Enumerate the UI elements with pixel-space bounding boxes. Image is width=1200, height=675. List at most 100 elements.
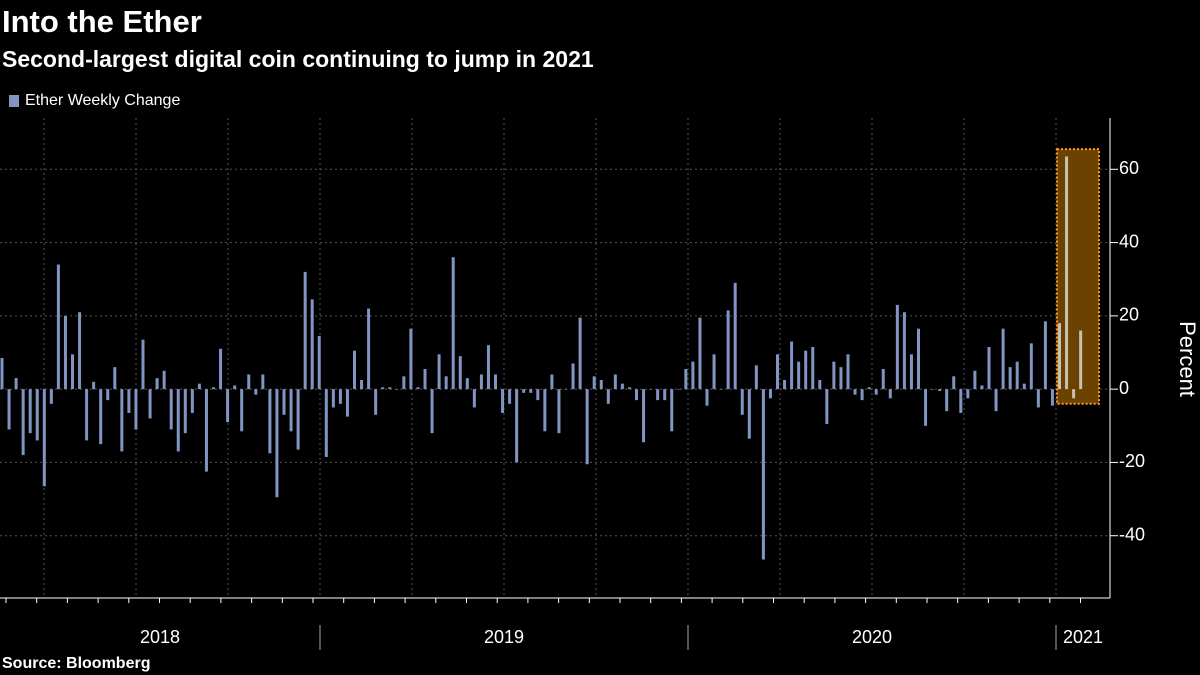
bar — [331, 389, 335, 408]
bar — [790, 341, 794, 390]
bar — [338, 389, 342, 404]
bar — [747, 389, 751, 439]
bar — [656, 389, 660, 401]
bar — [430, 389, 434, 434]
bar — [853, 389, 857, 395]
bar — [952, 376, 956, 390]
bar — [240, 389, 244, 432]
bar — [1058, 323, 1061, 390]
bar — [754, 365, 758, 390]
bar — [909, 354, 913, 390]
bar — [155, 378, 159, 390]
bar — [670, 389, 674, 432]
highlight-box — [1056, 148, 1100, 405]
bar — [1036, 389, 1040, 408]
bar — [627, 387, 631, 390]
bar — [649, 389, 653, 390]
bar — [353, 350, 356, 390]
bar — [494, 374, 497, 390]
bar — [529, 389, 533, 393]
bar — [867, 387, 871, 390]
bar — [219, 348, 223, 390]
bar — [226, 389, 230, 423]
bar — [825, 389, 829, 424]
bar — [1001, 328, 1005, 390]
bar — [141, 339, 145, 390]
bar — [247, 374, 251, 390]
bar — [557, 389, 561, 434]
bar — [233, 385, 237, 390]
bar — [458, 356, 462, 390]
bar — [980, 385, 984, 390]
bar — [973, 370, 977, 390]
bar — [381, 387, 385, 390]
bar — [592, 376, 596, 390]
bar — [804, 350, 808, 390]
bar — [134, 389, 138, 430]
bar — [620, 383, 624, 390]
y-tick-label: 40 — [1119, 231, 1139, 251]
bar — [423, 368, 427, 390]
bar — [987, 347, 991, 390]
bar — [49, 389, 53, 404]
bar — [402, 376, 406, 390]
bar — [324, 389, 328, 457]
bar — [797, 361, 801, 390]
bar — [444, 376, 448, 390]
bar — [691, 361, 695, 390]
bar — [888, 389, 892, 399]
bar — [395, 389, 399, 390]
bar — [85, 389, 89, 441]
bar — [550, 374, 554, 390]
bar — [536, 389, 540, 401]
bar — [1065, 156, 1069, 390]
bar — [994, 389, 998, 412]
bar — [860, 389, 864, 401]
bar — [902, 312, 906, 390]
x-year-label: 2020 — [852, 627, 892, 647]
bar — [317, 336, 321, 390]
bar — [472, 389, 476, 408]
bar — [705, 389, 709, 406]
bar — [63, 315, 67, 390]
bar — [543, 389, 547, 432]
bar — [1029, 343, 1033, 390]
bar — [740, 389, 744, 415]
bar — [113, 367, 117, 390]
bar — [176, 389, 180, 452]
y-tick-label: -40 — [1119, 524, 1145, 544]
bar — [254, 389, 258, 395]
bar — [1072, 389, 1076, 399]
bar — [99, 389, 103, 445]
bar — [564, 389, 568, 390]
bar — [183, 389, 187, 434]
bar — [642, 389, 646, 443]
bar — [7, 389, 11, 430]
bar — [895, 304, 899, 390]
bar — [197, 383, 201, 390]
bar — [120, 389, 124, 452]
chart-title: Into the Ether — [2, 4, 202, 39]
bar — [409, 328, 413, 390]
bar — [1050, 389, 1054, 406]
bar — [310, 299, 314, 390]
bar — [1008, 367, 1012, 390]
bar — [303, 271, 307, 390]
bar — [768, 389, 772, 399]
x-year-label: 2018 — [140, 627, 180, 647]
bar — [275, 389, 279, 498]
bar — [606, 389, 610, 404]
bar — [1022, 383, 1026, 390]
x-year-label: 2021 — [1063, 627, 1103, 647]
bar — [684, 368, 688, 390]
bar — [945, 389, 949, 412]
bar — [360, 379, 364, 390]
source: Source: Bloomberg — [2, 655, 150, 672]
bar — [345, 389, 349, 417]
bar — [733, 282, 737, 390]
bar — [162, 370, 166, 390]
bar — [1015, 361, 1019, 390]
y-tick-label: 20 — [1119, 305, 1139, 325]
bar — [698, 317, 702, 390]
